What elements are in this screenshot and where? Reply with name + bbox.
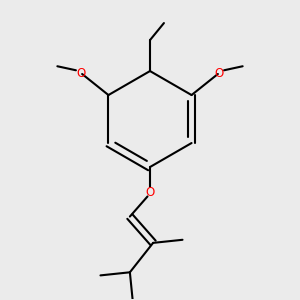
Text: O: O xyxy=(76,67,86,80)
Text: O: O xyxy=(146,186,154,199)
Text: O: O xyxy=(214,67,224,80)
